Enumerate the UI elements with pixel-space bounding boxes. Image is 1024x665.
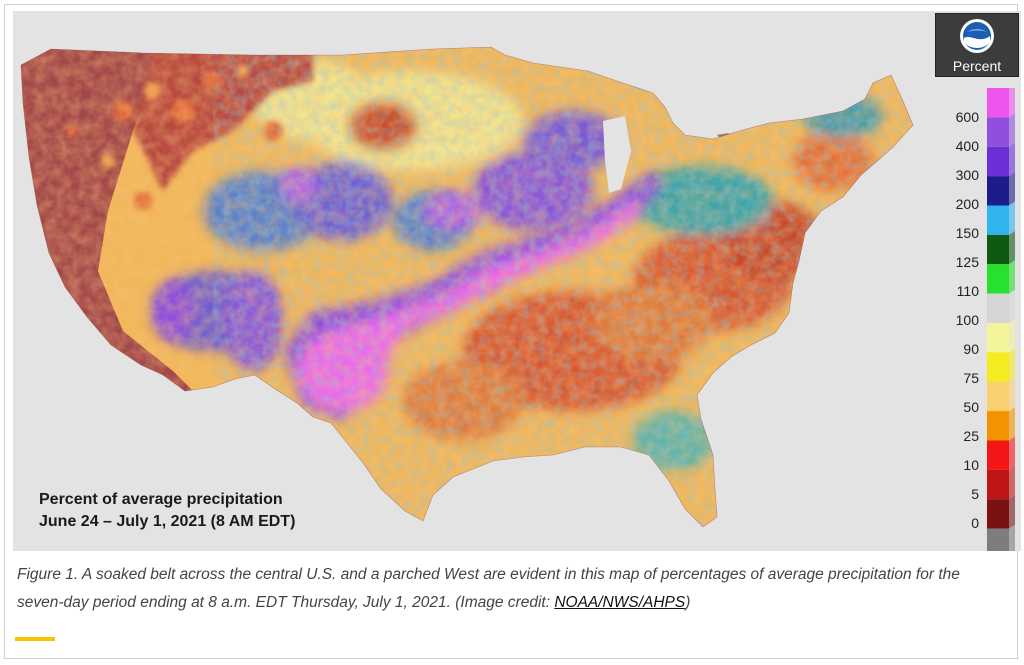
legend-label: 200 [955,196,979,212]
legend-label: 100 [955,312,979,328]
legend-label: 110 [956,283,979,299]
precipitation-map: Percent of average precipitation June 24… [13,11,1021,551]
legend-label: 150 [955,225,979,241]
legend-swatch [987,205,1009,235]
legend-swatch-side [1009,230,1015,265]
legend-swatch [987,323,1009,353]
legend-title: Percent [952,58,1002,74]
legend-swatch-side [1009,260,1015,294]
legend-swatch-side [1009,465,1015,500]
legend-swatch-side [1009,524,1015,551]
legend-label: 600 [955,109,979,125]
legend-label: 25 [963,428,979,444]
legend-swatch-side [1009,319,1015,353]
precipitation-field [21,47,913,527]
legend-swatch [987,469,1009,500]
legend-label: 5 [971,486,979,502]
legend-swatch [987,176,1009,206]
legend-swatch-side [1009,201,1015,235]
legend-label: 90 [963,341,979,357]
figure-frame: Percent of average precipitation June 24… [4,4,1021,659]
legend-swatch-side [1009,113,1015,147]
legend-swatch-side [1009,289,1015,323]
legend-swatch [987,293,1009,323]
legend-label: 0 [971,515,979,531]
legend-header: Percent [935,13,1019,77]
legend-swatch [987,411,1009,441]
legend-swatch [987,528,1009,551]
us-map [20,46,914,528]
legend-color-bar [987,88,1015,551]
legend-swatch [987,264,1009,294]
map-title: Percent of average precipitation June 24… [39,489,295,533]
legend-label: 400 [955,138,979,154]
legend-swatch [987,146,1009,177]
caption-credit-link[interactable]: NOAA/NWS/AHPS [554,594,686,611]
legend-label: 10 [963,457,979,473]
legend-swatch-side [1009,172,1015,206]
legend-swatch [987,234,1009,265]
legend-label: 75 [963,370,979,386]
legend-labels: 600 400 300 200 150 125 110 100 90 75 50 25 10 5 0 [935,13,979,551]
figure-caption: Figure 1. A soaked belt across the centr… [17,561,1007,617]
legend-swatch [987,88,1009,118]
color-legend: Percent 600 400 300 200 150 125 110 100 90 75 50 25… [935,13,1021,551]
map-title-line2: June 24 – July 1, 2021 (8 AM EDT) [39,513,296,530]
accent-bar [15,637,55,641]
legend-swatch [987,117,1009,147]
caption-suffix: ) [685,594,691,611]
legend-swatch-side [1009,407,1015,441]
legend-swatch-side [1009,436,1015,470]
us-outline [20,46,914,528]
legend-swatch-side [1009,142,1015,177]
legend-swatch [987,499,1009,529]
legend-swatch [987,381,1009,412]
legend-swatch-side [1009,348,1015,382]
legend-swatch-side [1009,495,1015,529]
legend-swatch-side [1009,377,1015,412]
legend-swatch-side [1009,88,1015,118]
legend-label: 300 [955,167,979,183]
legend-label: 125 [955,254,979,270]
legend-swatch [987,352,1009,382]
legend-swatch [987,440,1009,470]
map-title-line1: Percent of average precipitation [39,491,283,508]
caption-text: Figure 1. A soaked belt across the centr… [17,566,960,611]
noaa-logo-icon [960,19,994,53]
legend-label: 50 [963,399,979,415]
